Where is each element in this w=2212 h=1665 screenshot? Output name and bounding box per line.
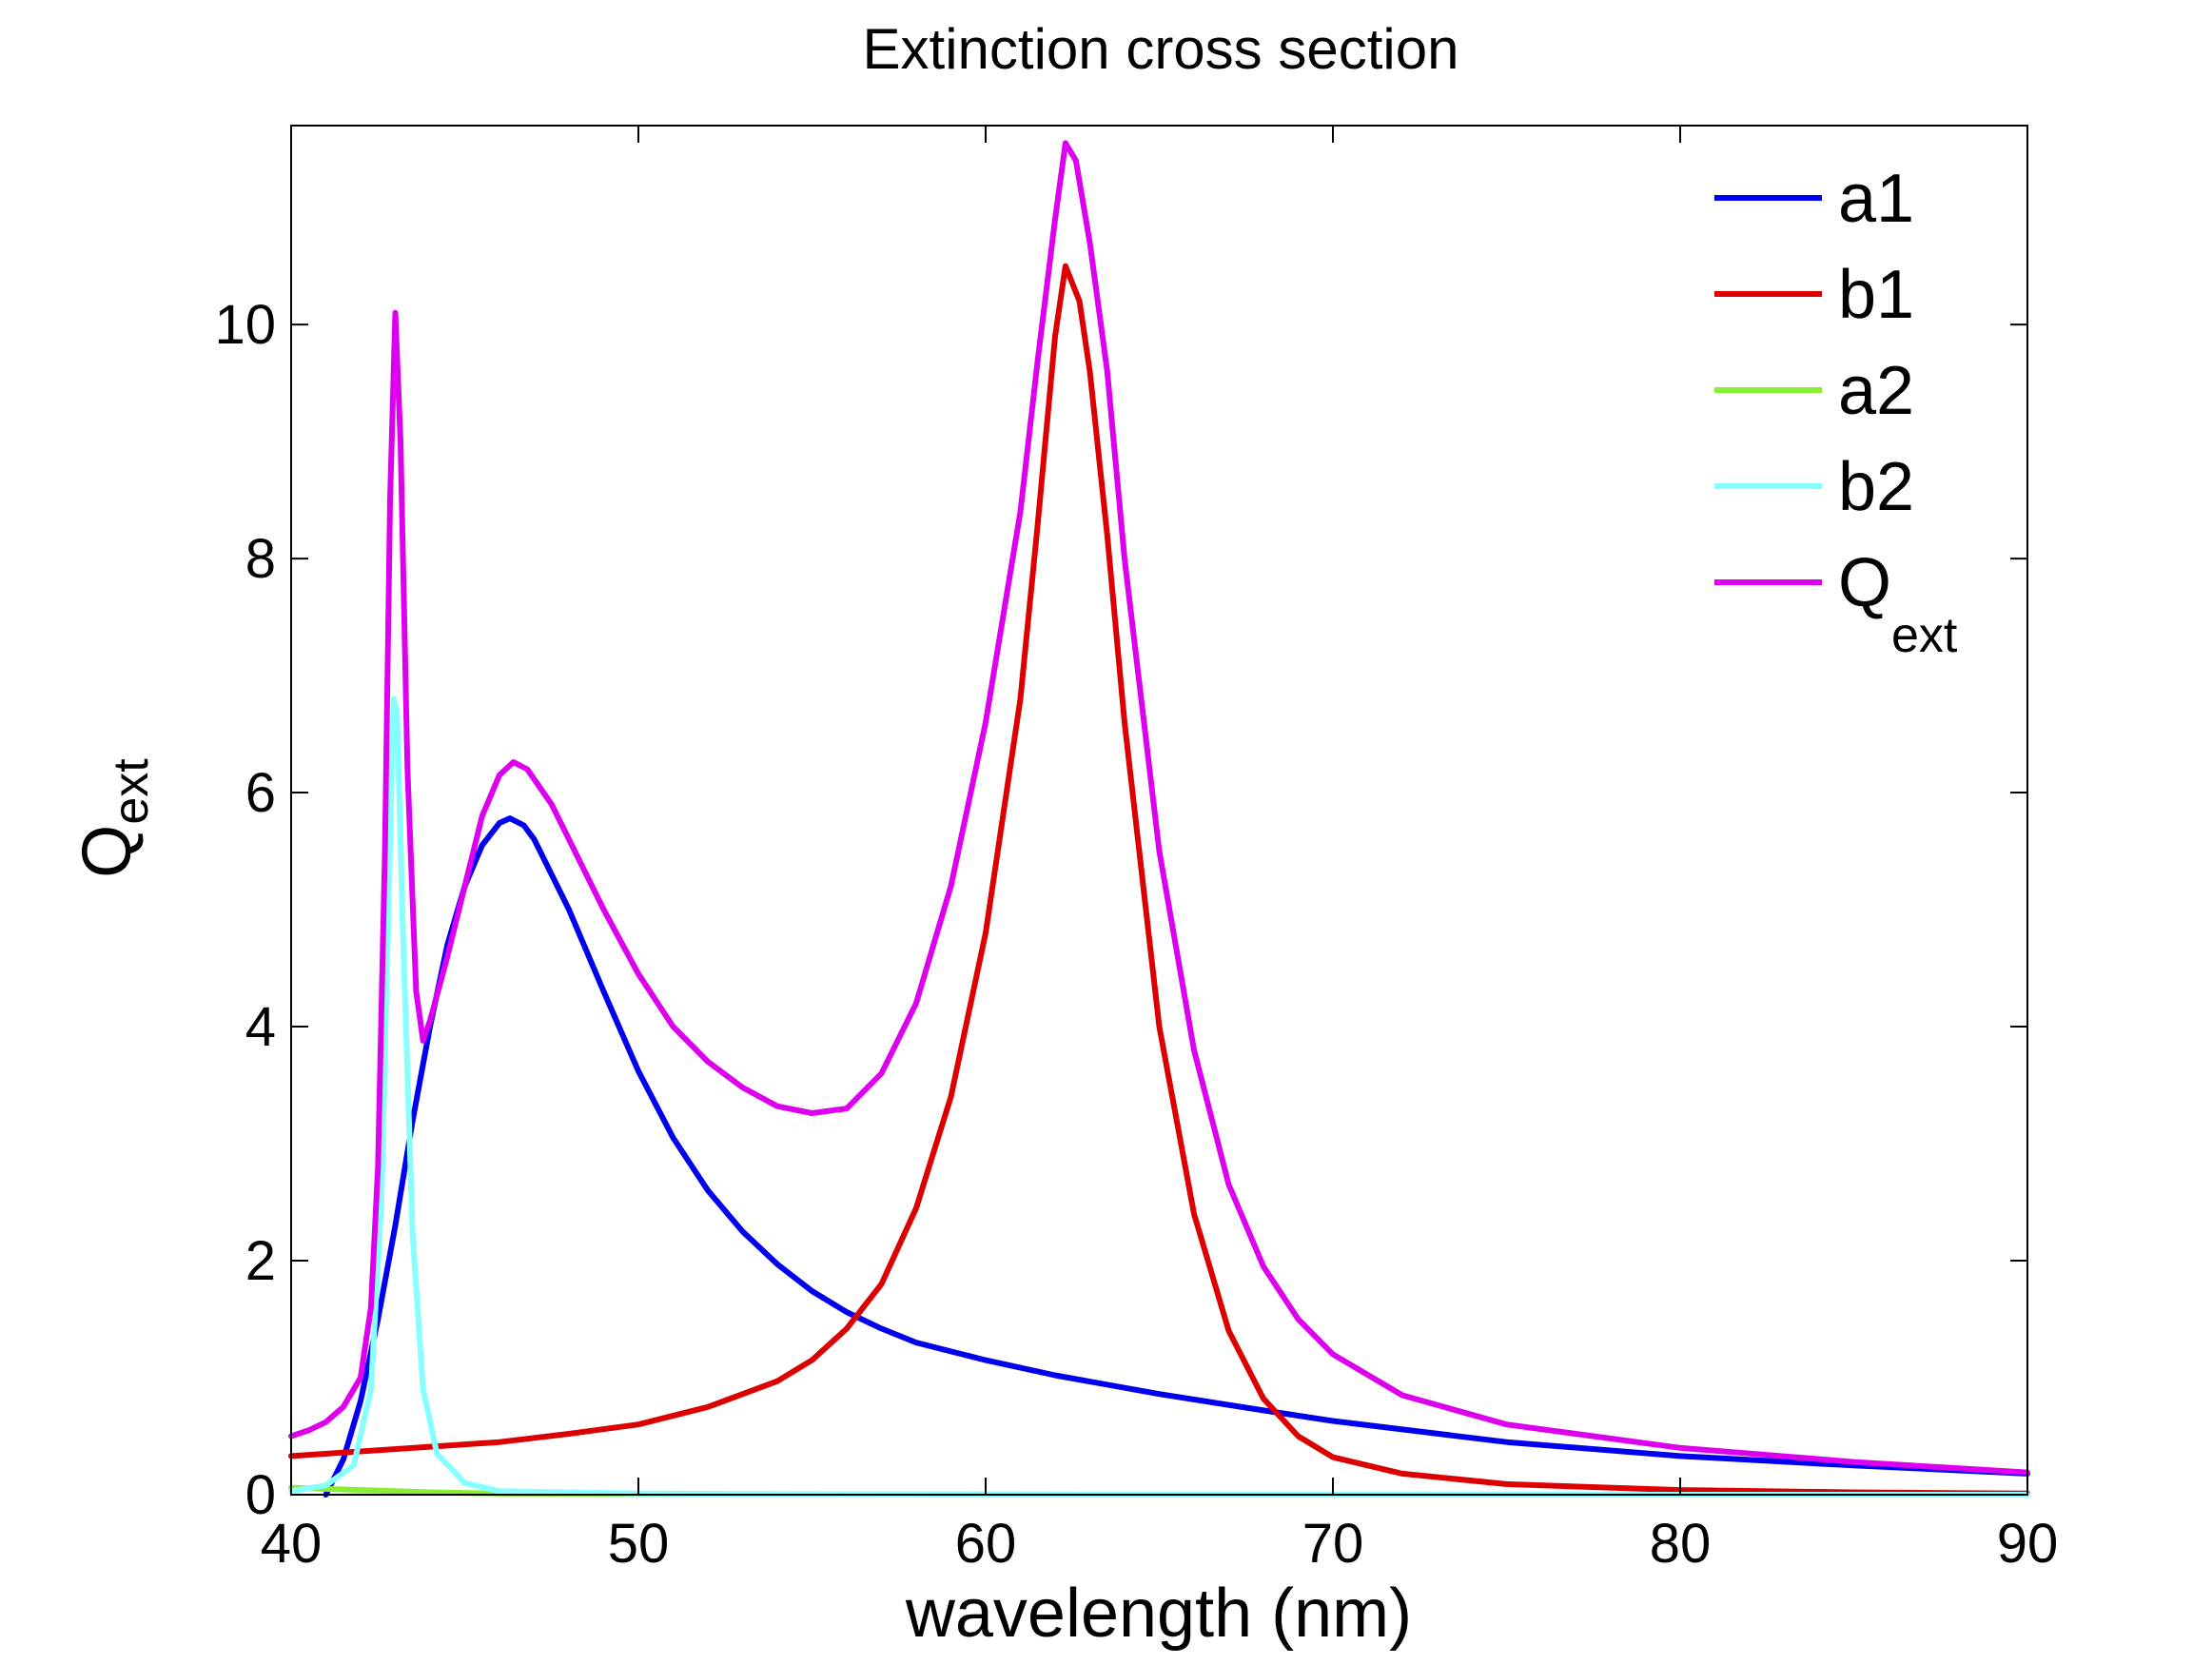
- x-tick-label: 50: [608, 1513, 670, 1575]
- chart-title: Extinction cross section: [863, 17, 1459, 81]
- x-axis-label: wavelength (nm): [905, 1576, 1412, 1652]
- y-tick-label: 4: [245, 996, 276, 1058]
- x-tick-label: 40: [261, 1513, 323, 1575]
- legend-label: a1: [1838, 161, 1914, 237]
- series-line-b2: [288, 695, 2030, 1498]
- y-tick-label: 0: [245, 1464, 276, 1526]
- y-tick-label: 10: [214, 294, 276, 356]
- plot-frame: [290, 125, 2028, 1496]
- series-line-b1: [288, 263, 2030, 1497]
- legend-label: b1: [1838, 257, 1914, 333]
- y-tick-label: 8: [245, 528, 276, 590]
- legend-label: b2: [1838, 449, 1914, 525]
- series-line-q-ext: [288, 140, 2030, 1476]
- x-tick-label: 60: [955, 1513, 1017, 1575]
- x-tick-label: 70: [1302, 1513, 1364, 1575]
- y-tick-label: 2: [245, 1230, 276, 1292]
- y-axis-label-main: Q: [69, 825, 146, 878]
- y-tick-label: 6: [245, 762, 276, 824]
- legend-label-sub: ext: [1891, 608, 1958, 663]
- y-axis-label: Qext: [69, 758, 159, 878]
- y-axis-label-sub: ext: [104, 758, 159, 825]
- series-line-a1: [323, 815, 2030, 1498]
- x-tick-label: 90: [1997, 1513, 2059, 1575]
- tick-layer: 40 50 60 70 80 90 0 2 4 6 8 10: [214, 126, 2058, 1575]
- x-tick-label: 80: [1650, 1513, 1712, 1575]
- legend-label: a2: [1838, 353, 1914, 429]
